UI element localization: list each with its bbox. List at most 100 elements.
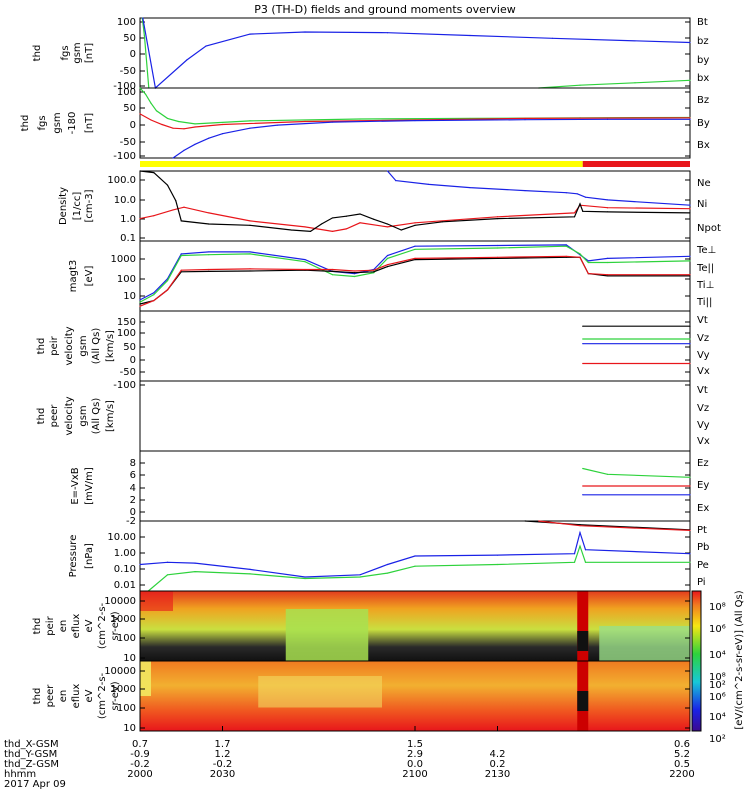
series-Pe-point	[496, 563, 499, 566]
y-tick-label: -100	[113, 151, 136, 162]
series-Ni-point	[414, 224, 416, 226]
series-By-point	[194, 123, 196, 125]
series-bx-point	[551, 37, 554, 39]
legend-label: Ez	[697, 458, 709, 469]
series-Ti⊥-point	[386, 254, 389, 257]
y-axis-label: en	[58, 690, 69, 703]
series-Ti⊥-point	[139, 299, 141, 301]
series-By-point	[166, 117, 169, 120]
series-Bz-point	[524, 117, 526, 120]
series-Te||-point	[565, 256, 567, 258]
y-axis-label: thd	[20, 115, 31, 132]
series-Npot-point	[584, 196, 587, 198]
y-tick-label: 1.0	[120, 214, 136, 225]
x-axis-value: 1.2	[215, 749, 231, 760]
series-Te||-point	[606, 275, 609, 277]
series-Pi-point	[579, 532, 581, 534]
y-tick-label: 100	[117, 274, 136, 285]
series-Te⊥-point	[373, 269, 375, 271]
series-Ti||-point	[249, 253, 251, 255]
series-Bz-point	[150, 119, 152, 121]
series-bx-point	[386, 32, 389, 34]
series-Pe-point	[689, 561, 691, 563]
series-Te||-point	[414, 258, 416, 261]
series-Pe-point	[414, 565, 416, 567]
series-Vt-point	[582, 325, 584, 327]
x-axis-value: 2030	[210, 769, 235, 780]
x-axis-value: 2100	[402, 769, 427, 780]
series-Ez-point	[582, 485, 584, 487]
series-Te⊥-point	[579, 256, 581, 258]
series-Ne-point	[331, 230, 334, 232]
series-Npot-point	[428, 183, 430, 185]
series-bx-point	[689, 41, 691, 44]
series-Bx-point	[208, 137, 210, 139]
y-tick-label: 0	[130, 120, 136, 131]
series-Bx-point	[194, 143, 196, 145]
y-tick-label: 100	[117, 703, 136, 714]
y-axis-label: gsm	[52, 112, 63, 133]
y-tick-label: 10	[123, 653, 136, 664]
series-Ti⊥-point	[180, 253, 182, 255]
x-axis-value: 0.5	[674, 759, 690, 770]
y-axis-label: en	[58, 620, 69, 633]
y-tick-label: 4	[130, 483, 136, 494]
panel-fgs	[139, 17, 691, 90]
series-Ne-point	[414, 222, 416, 224]
series-Ni-point	[331, 217, 334, 219]
series-Npot-point	[606, 199, 609, 201]
series-Npot-point	[395, 180, 397, 182]
y-tick-label: 1000	[111, 614, 136, 625]
y-tick-label: 100	[117, 328, 136, 339]
series-Pe-point	[249, 573, 251, 575]
y-tick-label: 150	[117, 317, 136, 328]
x-axis-value: 5.2	[674, 749, 690, 760]
series-Bx-point	[221, 133, 224, 135]
series-Bx-point	[183, 149, 185, 151]
series-Ti||-point	[208, 254, 210, 256]
series-Npot-point	[576, 193, 578, 195]
y-tick-label: -50	[120, 367, 136, 378]
y-tick-label: -2	[126, 516, 136, 527]
y-tick-label: 10000	[104, 596, 136, 607]
series-bx-line	[142, 17, 691, 90]
series-By-point	[155, 110, 158, 112]
colorbar-tick: 10⁶	[709, 692, 726, 703]
series-Ni-point	[573, 216, 576, 218]
y-axis-label: gsm	[78, 335, 89, 356]
series-Ti||-point	[496, 247, 499, 249]
legend-label: Pt	[697, 525, 707, 536]
x-axis-value: 0.0	[407, 759, 423, 770]
series-Pe-point	[579, 545, 581, 547]
legend-label: Vx	[697, 436, 710, 447]
series-Ti||-point	[180, 254, 182, 257]
legend-label: Vy	[697, 350, 710, 361]
x-axis-value: 2200	[669, 769, 694, 780]
y-tick-label: 0.10	[114, 564, 136, 575]
series-Ni-point	[309, 230, 312, 232]
y-axis-label: thd	[36, 338, 47, 355]
series-Ni-line	[139, 170, 691, 233]
legend-label: Ti⊥	[696, 280, 714, 291]
y-axis-label: [mV/m]	[84, 467, 95, 505]
y-tick-label: 50	[123, 33, 136, 44]
y-tick-label: 100.0	[107, 175, 136, 186]
y-tick-label: 0	[130, 355, 136, 366]
series-Ex-point	[582, 494, 584, 496]
y-axis-label: sr-eV)	[110, 611, 121, 640]
y-tick-label: -100	[113, 380, 136, 391]
series-Npot-point	[469, 186, 471, 189]
y-axis-label: thd	[32, 618, 43, 635]
series-By-point	[139, 87, 141, 89]
y-axis-label: gsm	[72, 42, 83, 63]
series-Ti||-point	[304, 261, 306, 263]
series-Ti||-point	[414, 248, 416, 250]
series-Ey-line	[582, 467, 691, 478]
series-Ti||-point	[139, 301, 141, 303]
y-axis-label: [km/s]	[105, 330, 116, 362]
y-tick-label: 10	[123, 723, 136, 734]
y-axis-label: eflux	[71, 684, 82, 709]
series-by-line	[538, 79, 691, 89]
series-Pi-point	[194, 562, 196, 564]
